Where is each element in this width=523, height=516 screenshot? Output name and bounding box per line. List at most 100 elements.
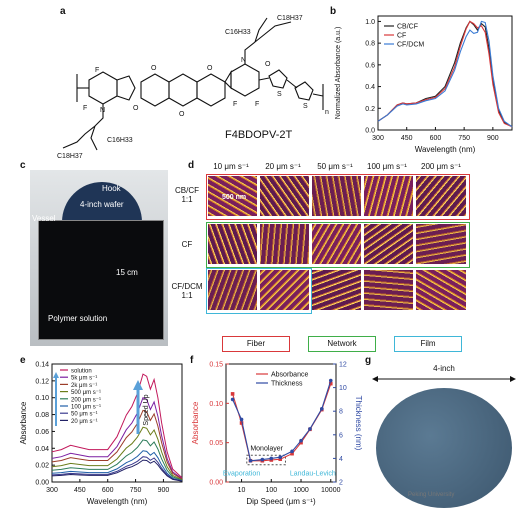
col-header-4: 100 μm s⁻¹ xyxy=(367,162,407,171)
scale-label: 500 nm xyxy=(222,194,247,201)
y-tick-label-right-f-3: 8 xyxy=(339,409,343,416)
y-tick-label-e-1: 0.02 xyxy=(35,463,49,470)
molecule-name: F4BDOPV-2T xyxy=(225,129,293,141)
afm-image-r1-c3 xyxy=(312,176,361,216)
point-f-1-9 xyxy=(320,407,324,411)
chart-b: 300 450 600 750 900 0.0 0.2 0.4 0.6 0.8 1.0 Wavelen… xyxy=(335,15,513,154)
y-axis-label-right-f: Thickness (nm) xyxy=(354,396,362,451)
y-tick-label-b-5: 1.0 xyxy=(365,19,375,26)
label-solution: Polymer solution xyxy=(48,314,108,323)
y-tick-label-b-3: 0.6 xyxy=(365,62,375,69)
wafer-disk xyxy=(376,388,512,508)
panel-label-d: d xyxy=(188,160,195,171)
series-line-e-7 xyxy=(51,459,183,482)
label-hook: Hook xyxy=(102,184,121,193)
atom-o-4: O xyxy=(207,65,213,72)
afm-image-r2-c5 xyxy=(416,224,466,264)
point-f-1-8 xyxy=(308,427,312,431)
afm-panel: 10 μm s⁻¹ 20 μm s⁻¹ 50 μm s⁻¹ 100 μm s⁻¹… xyxy=(170,160,522,356)
point-f-0-6 xyxy=(290,451,294,456)
molecule-bonds xyxy=(62,17,324,151)
speed-arrowhead-e xyxy=(133,380,143,390)
point-f-1-6 xyxy=(290,449,294,454)
box-fiber: Fiber xyxy=(222,336,290,352)
series-line-e-2 xyxy=(51,409,183,480)
x-tick-label-e-2: 600 xyxy=(102,487,114,494)
afm-image-r3-c4 xyxy=(364,270,413,310)
legend-label-e-7: 20 μm s⁻¹ xyxy=(71,419,98,425)
atom-n-2: N xyxy=(241,57,246,64)
box-network: Network xyxy=(308,336,376,352)
atom-o-5: O xyxy=(265,61,271,68)
col-header-1: 10 μm s⁻¹ xyxy=(213,162,249,171)
y-axis-label-b: Normalized Absorbance (a.u.) xyxy=(335,27,342,120)
plot-frame-b xyxy=(377,15,513,131)
speed-up-label: Speed Up xyxy=(143,394,150,425)
y-tick-label-e-5: 0.10 xyxy=(35,395,49,402)
atom-o-2: O xyxy=(151,65,157,72)
afm-image-r1-c1 xyxy=(208,176,257,216)
col-header-5: 200 μm s⁻¹ xyxy=(421,162,461,171)
panel-label-a: a xyxy=(60,6,66,17)
y-tick-label-b-1: 0.2 xyxy=(365,106,375,113)
point-f-0-0 xyxy=(230,392,235,396)
afm-image-r2-c2 xyxy=(260,224,309,264)
x-tick-label-e-0: 300 xyxy=(46,487,58,494)
point-f-1-2 xyxy=(248,458,253,463)
panel-label-c: c xyxy=(20,160,26,171)
point-f-1-10 xyxy=(328,378,333,383)
alkyl-bottom: C18H37 xyxy=(57,153,83,160)
atom-o-3: O xyxy=(179,111,185,118)
afm-image-r3-c5 xyxy=(416,270,466,310)
vessel-shape xyxy=(38,220,164,340)
y-tick-label-left-f-2: 0.10 xyxy=(209,401,223,408)
x-tick-label-b-0: 300 xyxy=(372,135,384,142)
afm-image-r3-c2 xyxy=(260,270,309,310)
series-line-e-6 xyxy=(51,456,183,482)
panel-label-e: e xyxy=(20,355,26,366)
y-tick-label-left-f-3: 0.15 xyxy=(209,362,223,369)
alkyl-bottom-2: C16H33 xyxy=(107,137,133,144)
vessel-photo: Hook 4-inch wafer Vessel 15 cm Polymer s… xyxy=(30,170,168,346)
afm-image-r1-c5 xyxy=(416,176,466,216)
y-tick-label-b-2: 0.4 xyxy=(365,84,375,91)
afm-image-r2-c4 xyxy=(364,224,413,264)
x-tick-label-e-3: 750 xyxy=(130,487,142,494)
series-line-e-3 xyxy=(51,426,183,481)
legend-label-e-5: 100 μm s⁻¹ xyxy=(71,405,101,411)
series-line-b-2 xyxy=(377,20,513,128)
x-tick-label-f-0: 10 xyxy=(238,487,246,494)
y-tick-label-e-2: 0.04 xyxy=(35,446,49,453)
x-tick-label-f-3: 10000 xyxy=(321,487,341,494)
point-f-1-0 xyxy=(230,397,235,402)
molecule-structure: F F F F N N O O O O O S S n C18H37 C16H3… xyxy=(57,15,329,160)
x-tick-label-f-2: 1000 xyxy=(293,487,309,494)
x-axis-label-f: Dip Speed (μm s⁻¹) xyxy=(246,497,316,506)
atom-f-4: F xyxy=(255,101,259,108)
legend-label-f-0: Absorbance xyxy=(271,372,308,379)
panel-label-g: g xyxy=(365,355,372,366)
point-f-1-7 xyxy=(299,438,303,443)
series-line-e-1 xyxy=(51,397,183,480)
y-tick-label-b-0: 0.0 xyxy=(365,128,375,135)
x-tick-label-b-4: 900 xyxy=(487,135,499,142)
label-height: 15 cm xyxy=(116,268,138,277)
y-axis-label-left-f: Absorbance xyxy=(191,401,200,444)
point-f-1-5 xyxy=(278,455,283,460)
afm-image-r2-c3 xyxy=(312,224,361,264)
legend-label-f-1: Thickness xyxy=(271,381,303,388)
point-f-1-1 xyxy=(239,417,244,422)
afm-image-r3-c3 xyxy=(312,270,361,310)
legend-label-e-1: 5k μm s⁻¹ xyxy=(71,376,97,382)
chart-e: 300 450 600 750 900 0.00 0.02 0.04 0.06 0.08 0.10 0… xyxy=(19,362,183,506)
x-tick-label-b-3: 750 xyxy=(458,135,470,142)
plot-frame-f xyxy=(225,363,337,483)
alkyl-top-2: C16H33 xyxy=(225,29,251,36)
atom-f-3: F xyxy=(233,101,237,108)
atom-o-1: O xyxy=(133,105,139,112)
legend-label-e-4: 200 μm s⁻¹ xyxy=(71,397,101,403)
evaporation-label: Evaporation xyxy=(223,471,260,478)
panel-label-f: f xyxy=(190,355,194,366)
box-film: Film xyxy=(394,336,462,352)
y-tick-label-b-4: 0.8 xyxy=(365,41,375,48)
